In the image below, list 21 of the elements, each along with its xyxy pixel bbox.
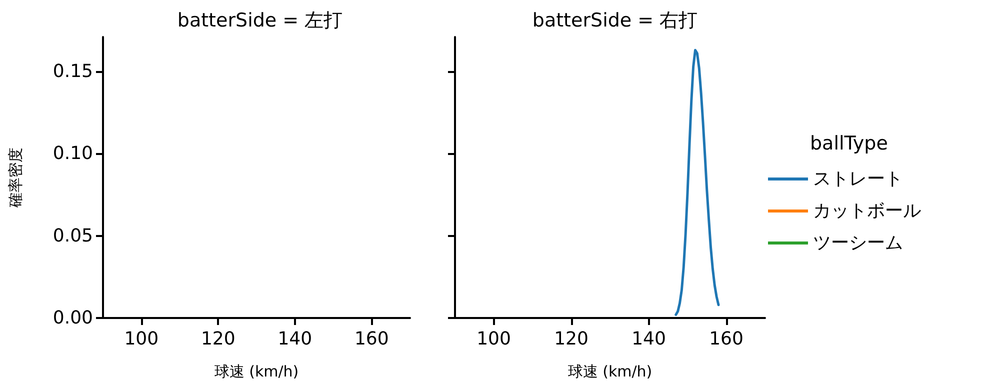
x-tick-label: 140 [632,328,666,350]
x-tick-label: 120 [200,328,236,350]
x-tick-label: 120 [554,328,588,350]
legend-label: カットボール [813,200,921,222]
y-tick-label: 0.10 [52,143,93,164]
y-tick-label: 0.00 [52,308,93,328]
chart-title: batterSide = 右打 [532,10,698,32]
legend-label: ツーシーム [813,232,903,254]
x-tick-label: 100 [476,328,511,350]
chart-title: batterSide = 左打 [177,10,343,32]
x-axis-title: 球速 (km/h) [568,362,652,380]
x-tick-label: 140 [278,328,312,350]
legend-title: ballType [810,132,888,154]
x-tick-label: 160 [709,328,744,350]
y-axis-title: 確率密度 [6,148,24,208]
y-tick-label: 0.05 [52,225,93,246]
x-tick-label: 100 [124,328,159,350]
legend-label: ストレート [813,168,903,190]
x-axis-title: 球速 (km/h) [214,362,299,380]
x-tick-label: 160 [354,328,389,350]
y-tick-label: 0.15 [52,61,93,82]
